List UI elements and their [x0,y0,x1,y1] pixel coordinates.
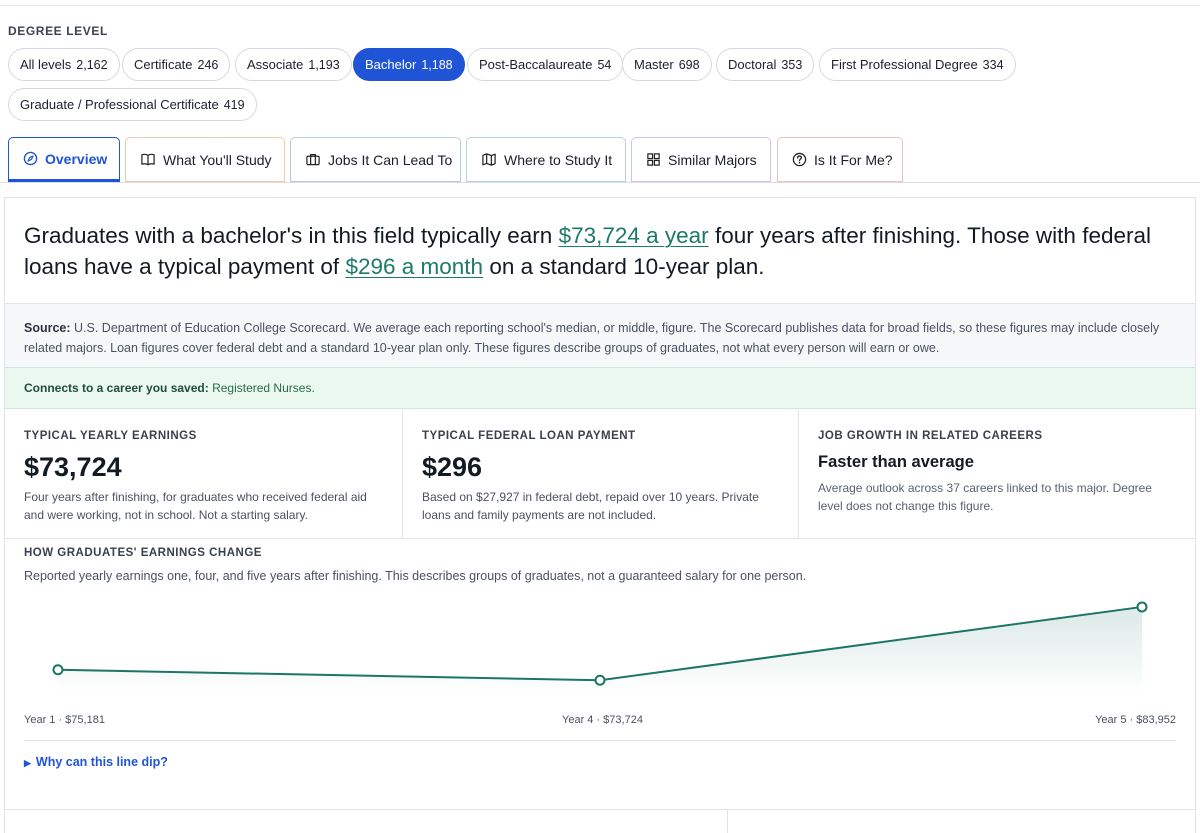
bottom-column-divider [727,810,728,833]
chip-label: Bachelor [365,57,417,72]
stat-loan-payment: TYPICAL FEDERAL LOAN PAYMENT $296 Based … [403,410,799,538]
source-note: Source: U.S. Department of Education Col… [5,303,1195,367]
stat-job-growth: JOB GROWTH IN RELATED CAREERS Faster tha… [799,410,1195,538]
stats-divider [5,538,1195,539]
bottom-divider [5,809,1195,810]
chip-count: 353 [781,57,803,72]
tab-label: Is It For Me? [814,151,893,168]
chart-subtitle: Reported yearly earnings one, four, and … [24,569,807,583]
degree-chip-all-levels[interactable]: All levels 2,162 [8,48,120,81]
tab-what-youll-study[interactable]: What You'll Study [125,137,285,182]
tabs-divider [0,182,1200,183]
tab-is-it-for-me[interactable]: Is It For Me? [777,137,903,182]
data-point-year-5 [1136,601,1148,613]
chip-label: First Professional Degree [831,57,978,72]
chip-label: Master [634,57,674,72]
summary-headline: Graduates with a bachelor's in this fiel… [24,220,1184,282]
book-icon [141,153,155,166]
stat-value: Faster than average [818,453,974,471]
degree-chip-master[interactable]: Master 698 [622,48,712,81]
degree-chip-first-professional[interactable]: First Professional Degree 334 [819,48,1016,81]
stat-label: JOB GROWTH IN RELATED CAREERS [818,430,1043,442]
source-text: U.S. Department of Education College Sco… [24,321,1160,355]
earnings-line-chart [52,601,1148,694]
chip-count: 2,162 [76,57,108,72]
degree-chip-post-baccalaureate[interactable]: Post-Baccalaureate 54 [467,48,624,81]
tab-label: Overview [45,150,108,167]
stat-value: $296 [422,452,483,482]
degree-chip-associate[interactable]: Associate 1,193 [235,48,352,81]
stat-description: Four years after finishing, for graduate… [24,490,367,522]
chart-divider [24,740,1176,741]
chip-count: 1,193 [308,57,340,72]
stat-value: $73,724 [24,452,122,482]
earnings-area [58,606,1142,694]
question-icon [792,152,807,167]
degree-chip-certificate[interactable]: Certificate 246 [122,48,231,81]
saved-career-banner: Connects to a career you saved: Register… [5,367,1195,409]
chart-title: HOW GRADUATES' EARNINGS CHANGE [24,547,262,559]
chip-label: Doctoral [728,57,777,72]
why-label: Why can this line dip? [35,755,168,769]
earnings-link[interactable]: $73,724 a year [558,223,709,248]
chip-label: Associate [247,57,304,72]
x-label-year-1: Year 1 · $75,181 [24,714,105,726]
tab-label: What You'll Study [163,151,272,168]
top-divider [0,5,1200,6]
chip-count: 419 [223,97,245,112]
degree-chip-doctoral[interactable]: Doctoral 353 [716,48,815,81]
tab-jobs-it-can-lead-to[interactable]: Jobs It Can Lead To [290,137,461,182]
stat-description: Average outlook across 37 careers linked… [818,481,1152,513]
saved-career-label: Connects to a career you saved: [24,381,209,395]
x-label-year-4: Year 4 · $73,724 [562,714,643,726]
stat-yearly-earnings: TYPICAL YEARLY EARNINGS $73,724 Four yea… [5,410,403,538]
stat-description: Based on $27,927 in federal debt, repaid… [422,490,759,522]
stat-label: TYPICAL YEARLY EARNINGS [24,430,197,442]
why-line-dip-toggle[interactable]: ▶ Why can this line dip? [24,755,168,769]
tab-label: Where to Study It [504,151,613,168]
chip-label: All levels [20,57,72,72]
data-point-year-1 [52,664,64,676]
caret-right-icon: ▶ [24,758,31,768]
chip-count: 698 [678,57,700,72]
stat-label: TYPICAL FEDERAL LOAN PAYMENT [422,430,636,442]
map-icon [482,153,496,166]
headline-text: on a standard 10-year plan. [483,254,765,279]
tab-where-to-study-it[interactable]: Where to Study It [466,137,626,182]
degree-level-heading: DEGREE LEVEL [8,24,108,38]
tab-overview[interactable]: Overview [8,137,120,182]
headline-text: four years after finishing. Those with f… [24,223,1151,279]
chip-label: Graduate / Professional Certificate [20,97,219,112]
chip-count: 334 [982,57,1004,72]
chip-label: Certificate [134,57,193,72]
payment-link[interactable]: $296 a month [345,254,484,279]
chip-count: 54 [597,57,612,72]
degree-chip-graduate-certificate[interactable]: Graduate / Professional Certificate 419 [8,88,257,121]
tab-label: Jobs It Can Lead To [328,151,453,168]
headline-text: Graduates with a bachelor's in this fiel… [24,223,559,248]
chip-label: Post-Baccalaureate [479,57,593,72]
tab-similar-majors[interactable]: Similar Majors [631,137,771,182]
grid-icon [647,153,660,166]
data-point-year-4 [594,674,606,686]
degree-chip-bachelor[interactable]: Bachelor 1,188 [353,48,465,81]
compass-icon [23,151,38,166]
chip-count: 1,188 [421,57,453,72]
tab-label: Similar Majors [668,151,757,168]
briefcase-icon [306,154,320,166]
x-label-year-5: Year 5 · $83,952 [1095,714,1176,726]
saved-career-name: Registered Nurses. [208,381,315,395]
source-label: Source: [24,321,71,335]
chip-count: 246 [197,57,219,72]
